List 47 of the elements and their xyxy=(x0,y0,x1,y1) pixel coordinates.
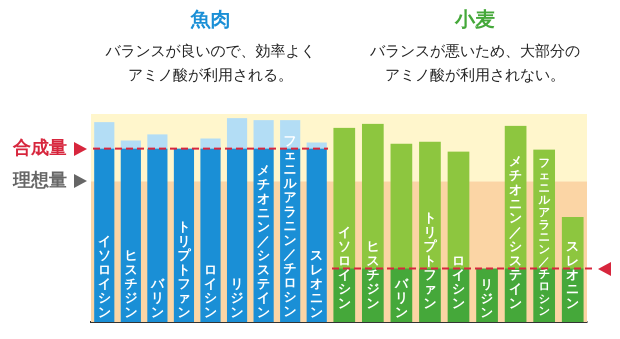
x-tick-label: スレオニン xyxy=(566,240,580,312)
x-tick-label: ヒスチジン xyxy=(124,248,138,320)
category-label: フェニルアラニン／チロシン xyxy=(538,156,550,318)
x-tick-label: スレオニン xyxy=(310,248,324,320)
x-tick-label: ロイシン xyxy=(204,262,217,320)
bar xyxy=(120,148,141,322)
bar xyxy=(562,217,584,269)
bar xyxy=(306,148,327,322)
bar xyxy=(200,138,221,149)
x-tick-label: ヒスチジン xyxy=(366,240,380,312)
bar xyxy=(120,140,141,149)
x-tick-label: イソロイシン xyxy=(338,225,351,312)
bar xyxy=(419,268,441,322)
bar xyxy=(419,142,441,269)
bar xyxy=(174,148,194,322)
chart-subtitle: バランスが悪いため、大部分のアミノ酸が利用されない。 xyxy=(369,41,581,86)
bar xyxy=(476,268,498,322)
x-tick-label: ロイシン xyxy=(452,254,465,312)
category-label: フェニルアラニン／チロシン xyxy=(284,134,297,320)
category-label: メチオニン／システイン xyxy=(509,154,522,312)
bar xyxy=(390,144,412,269)
bar xyxy=(94,122,114,149)
bar xyxy=(147,148,168,322)
bar xyxy=(280,120,300,149)
x-tick-label: トリプトファン xyxy=(177,220,192,320)
bar xyxy=(94,148,114,322)
bar xyxy=(448,268,470,322)
bar xyxy=(448,152,470,269)
x-tick-label: トリプトファン xyxy=(423,211,438,312)
chart-subtitle: バランスが良いので、効率よくアミノ酸が利用される。 xyxy=(104,41,316,86)
band-label: 理想量 xyxy=(12,170,67,191)
bar xyxy=(362,124,384,269)
bar xyxy=(254,120,274,149)
bar xyxy=(147,134,168,149)
bar xyxy=(226,118,248,149)
category-label: メチオニン／システイン xyxy=(257,163,270,320)
bar xyxy=(226,148,248,322)
x-tick-label: バリン xyxy=(394,276,409,320)
x-tick-label: バリン xyxy=(150,276,165,320)
chart-title: 魚肉 xyxy=(190,6,230,33)
chart-title: 小麦 xyxy=(455,6,495,33)
bar xyxy=(333,128,356,269)
bar xyxy=(200,148,221,322)
ref-line-label: 合成量 xyxy=(12,137,67,158)
x-tick-label: リジン xyxy=(480,276,494,320)
x-tick-label: イソロイシン xyxy=(98,234,111,320)
x-tick-label: リジン xyxy=(230,276,244,320)
